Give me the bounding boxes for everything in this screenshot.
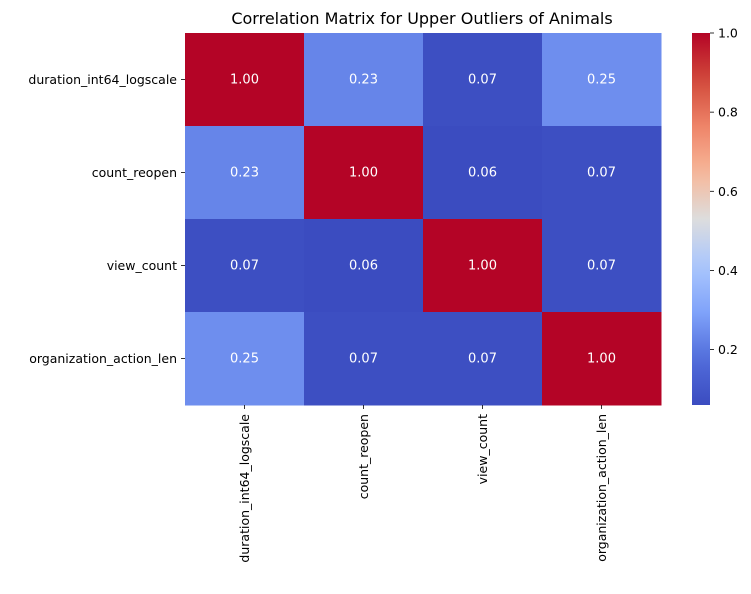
heatmap-cell-r3-c1 — [304, 312, 424, 406]
cell-value-label: 0.23 — [349, 73, 378, 88]
cell-value-label: 0.07 — [587, 166, 616, 181]
heatmap-cell-r3-c0 — [185, 312, 305, 406]
heatmap-cell-r1-c1 — [304, 126, 424, 220]
cell-value-label: 0.25 — [230, 352, 259, 367]
heatmap-cell-r3-c2 — [423, 312, 543, 406]
y-tick-label: count_reopen — [92, 165, 177, 180]
heatmap-cell-r0-c3 — [542, 33, 662, 127]
colorbar-gradient — [692, 33, 710, 405]
heatmap-cell-r0-c1 — [304, 33, 424, 127]
colorbar: 0.2 0.4 0.6 0.8 1.0 — [692, 26, 738, 405]
heatmap-cell-r2-c1 — [304, 219, 424, 313]
heatmap-cells: 1.00 0.23 0.07 0.25 0.23 1.00 0.06 0.07 0.07 0.06… — [185, 33, 662, 406]
colorbar-tick-label: 0.6 — [718, 184, 738, 199]
column-labels: duration_int64_logscale count_reopen view_… — [237, 405, 609, 563]
y-tick-label: view_count — [107, 258, 177, 273]
x-tick-label: duration_int64_logscale — [237, 414, 252, 563]
heatmap-cell-r1-c2 — [423, 126, 543, 220]
colorbar-ticks: 0.2 0.4 0.6 0.8 1.0 — [710, 26, 738, 357]
cell-value-label: 0.07 — [349, 352, 378, 367]
colorbar-tick-label: 0.2 — [718, 342, 738, 357]
cell-value-label: 0.07 — [230, 259, 259, 274]
colorbar-tick-label: 0.4 — [718, 263, 738, 278]
colorbar-tick-label: 1.0 — [718, 26, 738, 41]
x-tick-label: organization_action_len — [594, 414, 609, 562]
cell-value-label: 0.07 — [587, 259, 616, 274]
cell-value-label: 0.23 — [230, 166, 259, 181]
heatmap-cell-r1-c0 — [185, 126, 305, 220]
heatmap-cell-r1-c3 — [542, 126, 662, 220]
cell-value-label: 1.00 — [468, 259, 497, 274]
cell-value-label: 0.25 — [587, 73, 616, 88]
heatmap-cell-r0-c2 — [423, 33, 543, 127]
chart-title: Correlation Matrix for Upper Outliers of… — [231, 9, 612, 28]
cell-value-label: 1.00 — [349, 166, 378, 181]
row-labels: duration_int64_logscale count_reopen view_… — [28, 72, 185, 366]
x-tick-label: count_reopen — [356, 414, 371, 499]
cell-value-label: 0.06 — [468, 166, 497, 181]
cell-value-label: 0.06 — [349, 259, 378, 274]
cell-value-label: 1.00 — [230, 73, 259, 88]
y-tick-label: organization_action_len — [29, 351, 177, 366]
y-tick-label: duration_int64_logscale — [28, 72, 177, 87]
x-tick-label: view_count — [475, 414, 490, 484]
heatmap-cell-r0-c0 — [185, 33, 305, 127]
cell-value-label: 0.07 — [468, 73, 497, 88]
cell-value-label: 1.00 — [587, 352, 616, 367]
heatmap-cell-r3-c3 — [542, 312, 662, 406]
colorbar-tick-label: 0.8 — [718, 105, 738, 120]
cell-value-label: 0.07 — [468, 352, 497, 367]
heatmap-cell-r2-c0 — [185, 219, 305, 313]
heatmap-cell-r2-c2 — [423, 219, 543, 313]
heatmap-cell-r2-c3 — [542, 219, 662, 313]
